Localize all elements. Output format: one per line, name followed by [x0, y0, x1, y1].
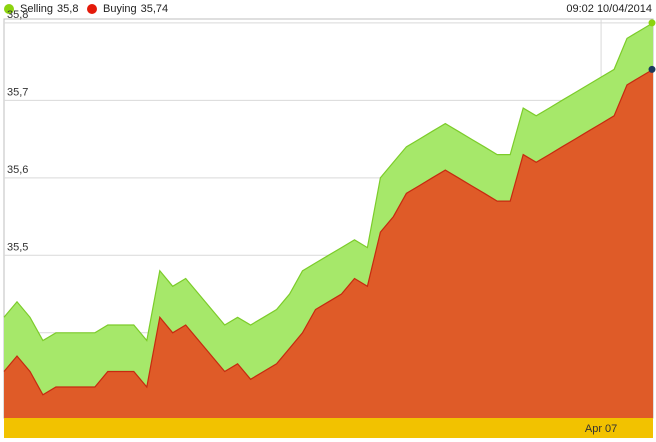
buying-end-point — [648, 65, 656, 73]
series-area-buying — [4, 69, 653, 419]
x-tick-label: Apr 07 — [585, 423, 617, 435]
legend-buying-label: Buying — [103, 3, 137, 15]
legend-selling-value: 35,8 — [57, 3, 79, 15]
chart-header: Selling 35,8 Buying 35,74 09:02 10/04/20… — [0, 0, 656, 19]
x-axis-band — [4, 418, 653, 438]
selling-end-point — [648, 19, 656, 27]
legend-selling[interactable]: Selling 35,8 — [4, 3, 78, 15]
legend-buying-value: 35,74 — [140, 3, 169, 15]
y-tick-label: 35,7 — [7, 86, 28, 98]
series-line-buying — [3, 68, 654, 396]
selling-dot-icon — [4, 4, 14, 14]
legend-buying[interactable]: Buying 35,74 — [87, 3, 168, 15]
y-tick-label: 35,8 — [7, 9, 28, 21]
legend-selling-label: Selling — [20, 3, 54, 15]
y-tick-label: 35,6 — [7, 164, 28, 176]
series-line-selling — [3, 22, 654, 342]
buying-dot-icon — [87, 4, 97, 14]
timestamp: 09:02 10/04/2014 — [566, 3, 652, 15]
y-tick-label: 35,5 — [7, 241, 28, 253]
